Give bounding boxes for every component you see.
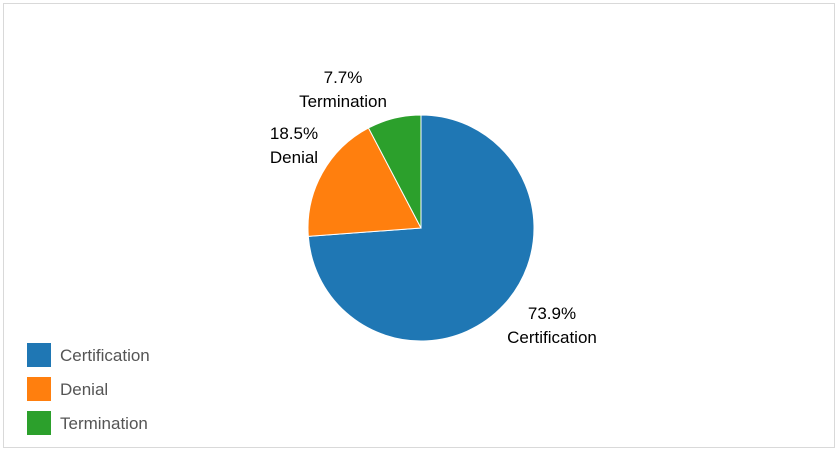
legend-label-termination: Termination: [60, 414, 148, 433]
pie-slice-denial[interactable]: [307, 127, 422, 237]
slice-name-termination: Termination: [299, 92, 387, 111]
legend: Certification Denial Termination: [27, 343, 150, 435]
slice-percent-denial: 18.5%: [270, 124, 318, 143]
legend-label-denial: Denial: [60, 380, 108, 399]
pie-slice-termination[interactable]: [367, 114, 422, 229]
legend-item-certification[interactable]: Certification: [27, 343, 150, 367]
slice-name-certification: Certification: [507, 328, 597, 347]
legend-item-denial[interactable]: Denial: [27, 377, 108, 401]
slice-percent-certification: 73.9%: [528, 304, 576, 323]
slice-percent-termination: 7.7%: [324, 68, 363, 87]
slice-name-denial: Denial: [270, 148, 318, 167]
legend-label-certification: Certification: [60, 346, 150, 365]
legend-swatch-denial: [27, 377, 51, 401]
legend-swatch-certification: [27, 343, 51, 367]
legend-swatch-termination: [27, 411, 51, 435]
slice-labels: 73.9% Certification 18.5% Denial 7.7% Termina…: [270, 68, 597, 347]
pie-slices: [307, 114, 535, 342]
legend-item-termination[interactable]: Termination: [27, 411, 148, 435]
